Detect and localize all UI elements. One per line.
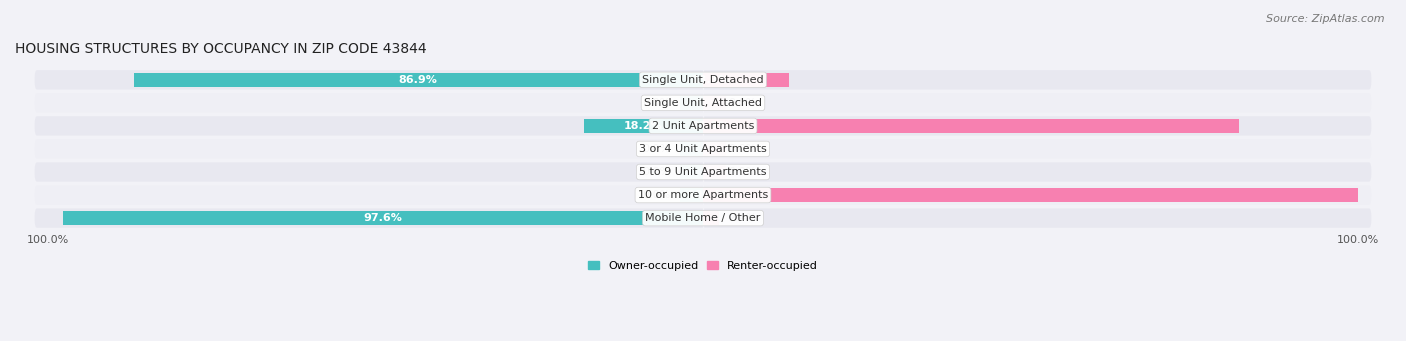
Bar: [681, 188, 703, 202]
Text: HOUSING STRUCTURES BY OCCUPANCY IN ZIP CODE 43844: HOUSING STRUCTURES BY OCCUPANCY IN ZIP C…: [15, 42, 426, 56]
Text: 0.0%: 0.0%: [643, 190, 671, 200]
Text: 5 to 9 Unit Apartments: 5 to 9 Unit Apartments: [640, 167, 766, 177]
Bar: [134, 73, 703, 87]
Bar: [681, 142, 703, 155]
Text: 18.2%: 18.2%: [624, 121, 662, 131]
Text: Mobile Home / Other: Mobile Home / Other: [645, 213, 761, 223]
Bar: [681, 96, 703, 109]
Text: Single Unit, Detached: Single Unit, Detached: [643, 75, 763, 85]
Bar: [703, 211, 718, 225]
FancyBboxPatch shape: [35, 93, 1371, 113]
FancyBboxPatch shape: [35, 116, 1371, 136]
Text: 13.1%: 13.1%: [692, 75, 730, 85]
Text: 81.8%: 81.8%: [692, 121, 730, 131]
FancyBboxPatch shape: [35, 208, 1371, 228]
Bar: [703, 96, 725, 109]
Bar: [583, 119, 703, 133]
Text: 10 or more Apartments: 10 or more Apartments: [638, 190, 768, 200]
Text: 2 Unit Apartments: 2 Unit Apartments: [652, 121, 754, 131]
Text: Source: ZipAtlas.com: Source: ZipAtlas.com: [1267, 14, 1385, 24]
FancyBboxPatch shape: [35, 70, 1371, 90]
Bar: [703, 165, 725, 179]
Text: 100.0%: 100.0%: [688, 190, 734, 200]
Text: 0.0%: 0.0%: [643, 98, 671, 108]
FancyBboxPatch shape: [35, 139, 1371, 159]
FancyBboxPatch shape: [35, 162, 1371, 182]
Text: Single Unit, Attached: Single Unit, Attached: [644, 98, 762, 108]
Bar: [63, 211, 703, 225]
Bar: [703, 142, 725, 155]
Text: 3 or 4 Unit Apartments: 3 or 4 Unit Apartments: [640, 144, 766, 154]
Text: 97.6%: 97.6%: [364, 213, 402, 223]
FancyBboxPatch shape: [35, 186, 1371, 205]
Legend: Owner-occupied, Renter-occupied: Owner-occupied, Renter-occupied: [588, 261, 818, 271]
Bar: [681, 165, 703, 179]
Text: 0.0%: 0.0%: [643, 144, 671, 154]
Text: 86.9%: 86.9%: [399, 75, 437, 85]
Bar: [703, 119, 1239, 133]
Text: 0.0%: 0.0%: [728, 144, 756, 154]
Text: 0.0%: 0.0%: [728, 98, 756, 108]
Text: 2.4%: 2.4%: [728, 213, 756, 223]
Text: 0.0%: 0.0%: [643, 167, 671, 177]
Text: 0.0%: 0.0%: [728, 167, 756, 177]
Bar: [703, 73, 789, 87]
Bar: [703, 188, 1358, 202]
